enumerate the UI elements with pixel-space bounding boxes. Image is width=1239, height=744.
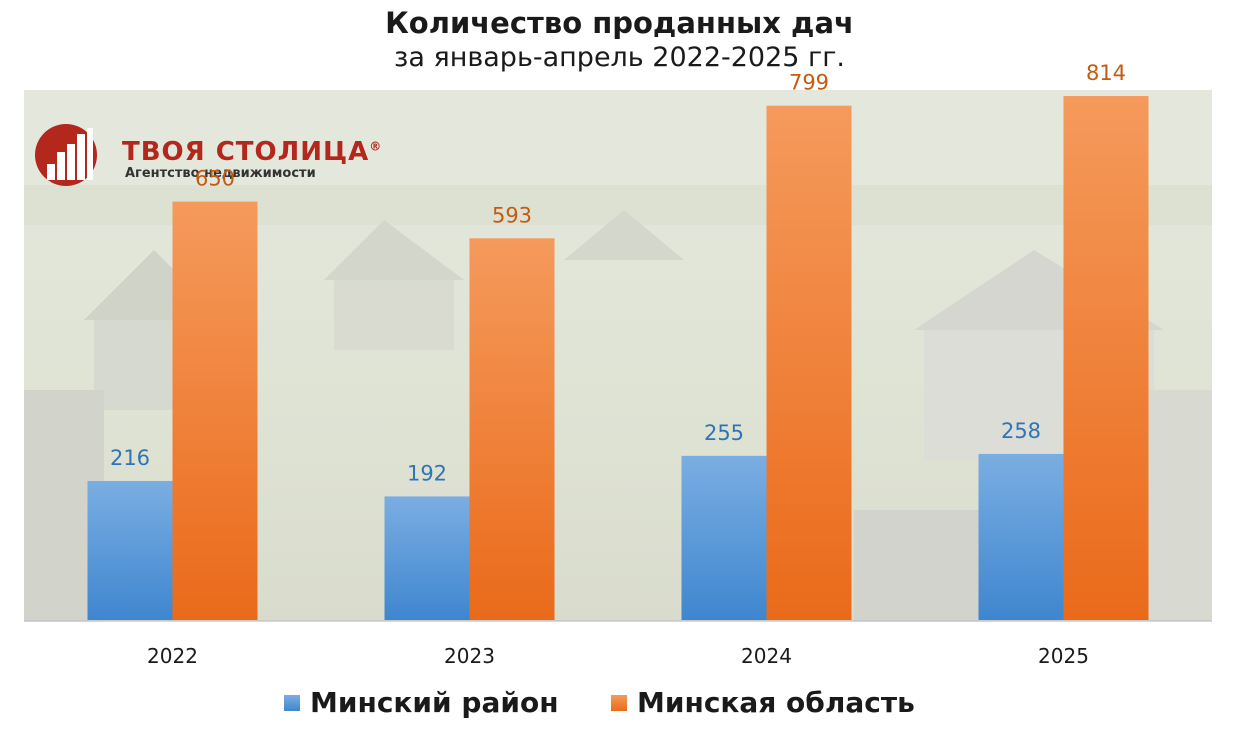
bar-minsk-region-2025 — [1063, 96, 1149, 621]
agency-tagline: Агентство недвижимости — [125, 166, 316, 181]
data-label: 814 — [1086, 61, 1126, 85]
data-label: 650 — [195, 167, 235, 191]
bar-minsk-region-2023 — [469, 238, 555, 621]
data-label: 799 — [789, 71, 829, 95]
data-label: 255 — [704, 421, 744, 445]
x-tick-label: 2024 — [741, 644, 792, 668]
bar-minsk-region-2022 — [172, 201, 258, 620]
legend-swatch-orange — [611, 694, 627, 711]
agency-logo — [35, 124, 97, 186]
bar-minsk-district-2023 — [384, 496, 470, 620]
chart-subtitle: за январь-апрель 2022-2025 гг. — [393, 42, 846, 73]
bar-minsk-region-2024 — [766, 105, 852, 620]
data-label: 192 — [407, 461, 447, 485]
bar-chart: 216 650 2022 192 593 2023 255 799 2024 258 814 2025 — [24, 61, 1212, 668]
bar-minsk-district-2024 — [681, 455, 767, 620]
x-tick-label: 2025 — [1038, 644, 1089, 668]
legend: Минский район Минская область — [0, 686, 1239, 726]
bar-minsk-district-2025 — [978, 453, 1064, 620]
bar-minsk-district-2022 — [87, 480, 173, 620]
x-tick-label: 2022 — [147, 644, 198, 668]
legend-label: Минская область — [637, 686, 915, 719]
legend-item-minsk-district: Минский район — [284, 686, 559, 719]
chart-title: Количество проданных дач — [385, 6, 854, 40]
legend-item-minsk-region: Минская область — [611, 686, 915, 719]
data-label: 258 — [1001, 419, 1041, 443]
legend-label: Минский район — [310, 686, 559, 719]
agency-name: ТВОЯ СТОЛИЦА® — [122, 137, 383, 167]
x-tick-label: 2023 — [444, 644, 495, 668]
data-label: 593 — [492, 203, 532, 227]
data-label: 216 — [110, 446, 150, 470]
legend-swatch-blue — [284, 694, 300, 711]
